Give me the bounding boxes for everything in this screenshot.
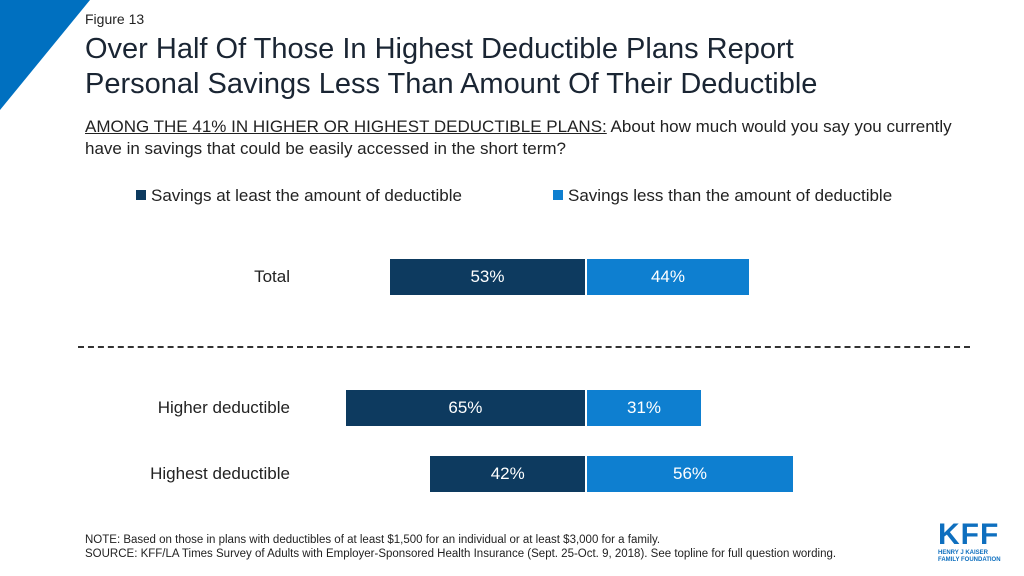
logo-wordmark: KFF xyxy=(938,518,1000,551)
bar-less-than-higher-deductible: 31% xyxy=(587,390,702,426)
legend-item-at-least: Savings at least the amount of deductibl… xyxy=(136,186,462,206)
legend-swatch-light xyxy=(553,190,563,200)
chart-title-line-1: Over Half Of Those In Highest Deductible… xyxy=(85,33,794,65)
legend-item-less-than: Savings less than the amount of deductib… xyxy=(553,186,892,206)
question-text: About how much would you say you current… xyxy=(85,117,952,158)
source-text: SOURCE: KFF/LA Times Survey of Adults wi… xyxy=(85,548,837,560)
category-label-total: Total xyxy=(254,267,290,286)
chart-title-line-2: Personal Savings Less Than Amount Of The… xyxy=(85,68,818,100)
bar-at-least-highest-deductible: 42% xyxy=(430,456,585,492)
corner-accent-triangle xyxy=(0,0,90,110)
survey-question: AMONG THE 41% IN HIGHER OR HIGHEST DEDUC… xyxy=(85,116,985,160)
question-prefix: AMONG THE 41% IN HIGHER OR HIGHEST DEDUC… xyxy=(85,117,607,136)
dashed-divider xyxy=(78,346,970,348)
footnote: NOTE: Based on those in plans with deduc… xyxy=(85,533,836,561)
bar-less-than-highest-deductible: 56% xyxy=(587,456,794,492)
bar-at-least-total: 53% xyxy=(389,259,585,295)
chart-title: Over Half Of Those In Highest Deductible… xyxy=(85,32,985,102)
logo-line-2: FAMILY FOUNDATION xyxy=(938,557,1001,563)
note-text: NOTE: Based on those in plans with deduc… xyxy=(85,534,661,546)
kff-logo: KFF HENRY J KAISER FAMILY FOUNDATION xyxy=(938,520,1018,564)
bar-less-than-total: 44% xyxy=(587,259,749,295)
category-label-higher-deductible: Higher deductible xyxy=(157,398,290,417)
legend-label-less-than: Savings less than the amount of deductib… xyxy=(568,186,893,205)
category-label-highest-deductible: Highest deductible xyxy=(150,464,290,483)
bar-at-least-higher-deductible: 65% xyxy=(345,390,585,426)
legend-label-at-least: Savings at least the amount of deductibl… xyxy=(151,186,462,205)
logo-line-1: HENRY J KAISER xyxy=(938,550,989,556)
legend-swatch-dark xyxy=(136,190,146,200)
figure-label: Figure 13 xyxy=(85,11,145,27)
